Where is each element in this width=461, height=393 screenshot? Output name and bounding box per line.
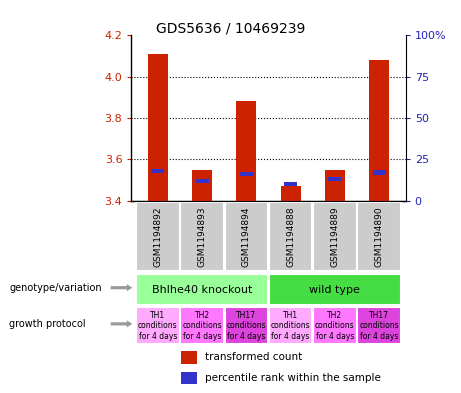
Text: GDS5636 / 10469239: GDS5636 / 10469239 [156,22,305,36]
Text: percentile rank within the sample: percentile rank within the sample [206,373,381,383]
Bar [236,101,256,200]
FancyBboxPatch shape [357,307,401,344]
FancyBboxPatch shape [136,202,180,272]
Text: Bhlhe40 knockout: Bhlhe40 knockout [152,285,252,295]
Text: TH17
conditions
for 4 days: TH17 conditions for 4 days [359,311,399,341]
Bar [240,172,253,176]
Bar [148,54,168,200]
Bar [284,182,297,186]
Bar [328,177,341,182]
FancyBboxPatch shape [313,202,356,272]
Text: TH17
conditions
for 4 days: TH17 conditions for 4 days [227,311,266,341]
Text: GSM1194888: GSM1194888 [286,206,295,267]
Bar [152,169,165,173]
Text: TH2
conditions
for 4 days: TH2 conditions for 4 days [315,311,355,341]
FancyBboxPatch shape [269,274,401,305]
FancyBboxPatch shape [225,307,268,344]
Text: genotype/variation: genotype/variation [9,283,102,293]
Text: wild type: wild type [309,285,361,295]
FancyBboxPatch shape [181,202,224,272]
Text: transformed count: transformed count [206,353,303,362]
Bar [369,60,389,200]
Text: TH1
conditions
for 4 days: TH1 conditions for 4 days [271,311,310,341]
Bar [281,186,301,200]
FancyBboxPatch shape [225,202,268,272]
Text: GSM1194890: GSM1194890 [375,206,384,267]
Text: TH2
conditions
for 4 days: TH2 conditions for 4 days [183,311,222,341]
Text: GSM1194894: GSM1194894 [242,206,251,267]
Bar [372,170,385,175]
FancyBboxPatch shape [181,307,224,344]
FancyBboxPatch shape [357,202,401,272]
Text: GSM1194889: GSM1194889 [331,206,339,267]
Bar [181,351,197,364]
FancyBboxPatch shape [136,274,268,305]
Bar [192,170,212,200]
Bar [181,371,197,384]
Text: GSM1194893: GSM1194893 [198,206,207,267]
FancyBboxPatch shape [269,307,313,344]
FancyBboxPatch shape [313,307,356,344]
Text: growth protocol: growth protocol [9,319,86,329]
FancyBboxPatch shape [136,307,180,344]
Bar [196,178,209,183]
Bar [325,170,345,200]
Text: TH1
conditions
for 4 days: TH1 conditions for 4 days [138,311,178,341]
Text: GSM1194892: GSM1194892 [154,206,162,267]
FancyBboxPatch shape [269,202,313,272]
